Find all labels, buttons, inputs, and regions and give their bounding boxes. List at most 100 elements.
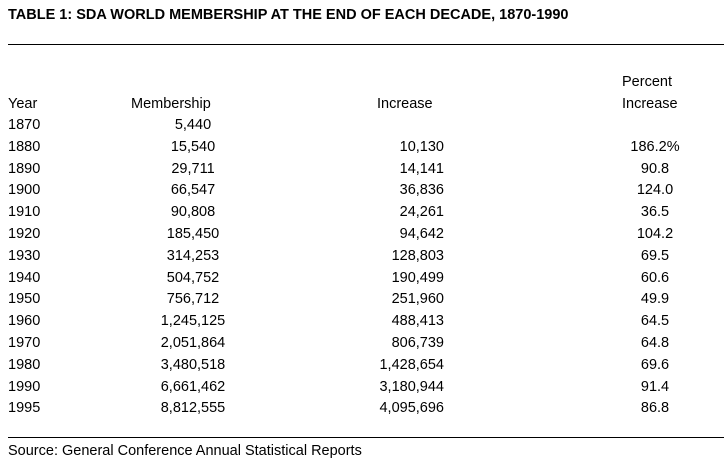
cell-increase: 10,130 <box>258 137 528 159</box>
cell-year: 1995 <box>8 400 41 417</box>
table-row: 1900 66,547 36,836 124.0 <box>8 180 724 202</box>
header-percent-increase: Percent Increase <box>622 71 678 115</box>
cell-increase: 3,180,944 <box>258 377 528 399</box>
cell-membership: 314,253 <box>166 247 220 264</box>
table-title: TABLE 1: SDA WORLD MEMBERSHIP AT THE END… <box>8 7 569 23</box>
increase-value: 251,960 <box>391 291 444 308</box>
table-row: 1940 504,752 190,499 60.6 <box>8 268 724 290</box>
cell-percent-increase: 186.2% <box>528 137 724 159</box>
cell-year: 1990 <box>8 378 41 395</box>
increase-value: 10,130 <box>399 138 444 155</box>
cell-increase: 14,141 <box>258 159 528 181</box>
cell-increase: 4,095,696 <box>258 398 528 420</box>
cell-percent-increase: 104.2 <box>528 224 724 246</box>
percent-value: 104.2 <box>636 225 674 242</box>
cell-membership: 29,711 <box>171 160 215 177</box>
membership-table: 1870 5,440 1880 15,540 10,130 186.2% 1890 29,71… <box>8 115 724 420</box>
percent-value: 64.8 <box>640 334 670 351</box>
cell-increase: 190,499 <box>258 268 528 290</box>
cell-increase: 94,642 <box>258 224 528 246</box>
top-divider <box>8 44 724 45</box>
increase-value: 14,141 <box>399 160 444 177</box>
cell-membership: 756,712 <box>166 291 220 308</box>
cell-percent-increase: 36.5 <box>528 202 724 224</box>
header-percent-line1: Percent <box>622 74 672 90</box>
cell-percent-increase: 49.9 <box>528 289 724 311</box>
header-membership: Membership <box>131 96 211 112</box>
source-note: Source: General Conference Annual Statis… <box>8 443 362 459</box>
cell-year: 1940 <box>8 269 41 286</box>
percent-value: 91.4 <box>640 378 670 395</box>
cell-year: 1870 <box>8 117 41 133</box>
cell-percent-increase: 124.0 <box>528 180 724 202</box>
cell-year: 1950 <box>8 291 41 308</box>
cell-year: 1970 <box>8 334 41 351</box>
cell-percent-increase: 90.8 <box>528 159 724 181</box>
percent-value: 49.9 <box>640 291 670 308</box>
percent-value: 64.5 <box>640 313 670 330</box>
cell-membership: 90,808 <box>170 204 216 221</box>
cell-membership: 8,812,555 <box>160 400 226 417</box>
header-year: Year <box>8 96 38 112</box>
cell-percent-increase: 60.6 <box>528 268 724 290</box>
percent-value: 186.2% <box>630 138 680 155</box>
cell-membership: 185,450 <box>166 225 220 242</box>
cell-year: 1900 <box>8 182 41 199</box>
cell-percent-increase: 69.5 <box>528 246 724 268</box>
cell-year: 1890 <box>8 160 41 177</box>
cell-membership: 1,245,125 <box>160 313 226 330</box>
header-increase: Increase <box>377 96 433 112</box>
increase-value: 1,428,654 <box>379 356 444 373</box>
cell-increase: 128,803 <box>258 246 528 268</box>
cell-increase: 24,261 <box>258 202 528 224</box>
percent-value: 69.5 <box>640 247 670 264</box>
cell-membership: 66,547 <box>170 182 216 199</box>
cell-percent-increase: 64.5 <box>528 311 724 333</box>
table-row: 1950 756,712 251,960 49.9 <box>8 289 724 311</box>
table-row: 1995 8,812,555 4,095,696 86.8 <box>8 398 724 420</box>
increase-value: 128,803 <box>391 247 444 264</box>
cell-percent-increase: 86.8 <box>528 398 724 420</box>
cell-increase: 806,739 <box>258 333 528 355</box>
table-row: 1910 90,808 24,261 36.5 <box>8 202 724 224</box>
table-row: 1970 2,051,864 806,739 64.8 <box>8 333 724 355</box>
increase-value: 3,180,944 <box>379 378 444 395</box>
percent-value: 69.6 <box>640 356 670 373</box>
cell-membership: 15,540 <box>170 138 216 155</box>
increase-value: 806,739 <box>391 334 444 351</box>
cell-membership: 3,480,518 <box>160 356 226 373</box>
percent-value: 86.8 <box>640 400 670 417</box>
table-row: 1890 29,711 14,141 90.8 <box>8 159 724 181</box>
cell-increase: 36,836 <box>258 180 528 202</box>
cell-increase: 1,428,654 <box>258 355 528 377</box>
increase-value: 94,642 <box>399 225 444 242</box>
percent-value: 90.8 <box>640 160 670 177</box>
cell-year: 1920 <box>8 225 41 242</box>
table-row: 1870 5,440 <box>8 115 724 137</box>
cell-year: 1960 <box>8 313 41 330</box>
cell-year: 1930 <box>8 247 41 264</box>
cell-increase: 488,413 <box>258 311 528 333</box>
increase-value: 488,413 <box>391 313 444 330</box>
cell-increase: 251,960 <box>258 289 528 311</box>
cell-year: 1980 <box>8 356 41 373</box>
cell-year: 1910 <box>8 204 41 221</box>
table-row: 1920 185,450 94,642 104.2 <box>8 224 724 246</box>
cell-increase <box>258 115 528 137</box>
increase-value: 24,261 <box>399 204 444 221</box>
percent-value: 36.5 <box>640 204 670 221</box>
table-row: 1880 15,540 10,130 186.2% <box>8 137 724 159</box>
cell-percent-increase <box>528 115 724 137</box>
cell-percent-increase: 91.4 <box>528 377 724 399</box>
table-row: 1960 1,245,125 488,413 64.5 <box>8 311 724 333</box>
header-percent-line2: Increase <box>622 96 678 112</box>
cell-percent-increase: 69.6 <box>528 355 724 377</box>
increase-value: 36,836 <box>399 182 444 199</box>
cell-membership: 5,440 <box>174 117 212 133</box>
percent-value: 124.0 <box>636 182 674 199</box>
table-row: 1980 3,480,518 1,428,654 69.6 <box>8 355 724 377</box>
cell-percent-increase: 64.8 <box>528 333 724 355</box>
increase-value: 190,499 <box>391 269 444 286</box>
cell-membership: 2,051,864 <box>160 334 226 351</box>
increase-value: 4,095,696 <box>379 400 444 417</box>
